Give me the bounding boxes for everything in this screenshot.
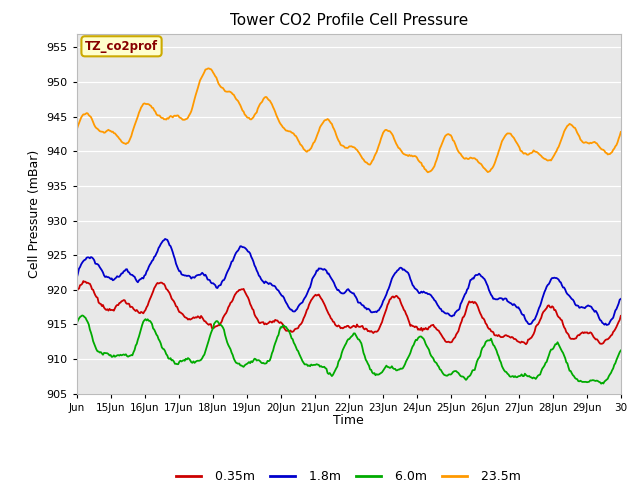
X-axis label: Time: Time [333, 414, 364, 427]
Text: TZ_co2prof: TZ_co2prof [85, 40, 158, 53]
Legend:  0.35m,  1.8m,  6.0m,  23.5m: 0.35m, 1.8m, 6.0m, 23.5m [172, 465, 526, 480]
Y-axis label: Cell Pressure (mBar): Cell Pressure (mBar) [28, 149, 41, 278]
Title: Tower CO2 Profile Cell Pressure: Tower CO2 Profile Cell Pressure [230, 13, 468, 28]
